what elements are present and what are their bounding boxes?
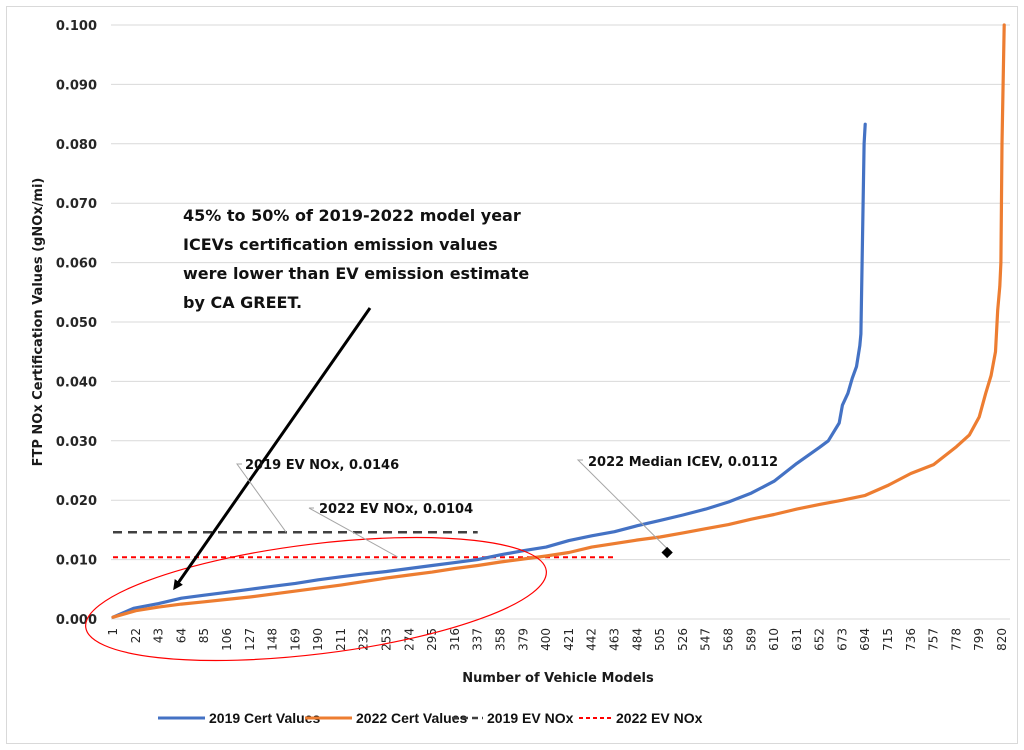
x-tick-label: 421 xyxy=(562,628,576,651)
x-tick-label: 694 xyxy=(858,628,872,651)
callout-leader-2022-median xyxy=(576,459,668,549)
x-tick-label: 43 xyxy=(152,628,166,643)
x-tick-label: 736 xyxy=(904,628,918,651)
x-tick-label: 610 xyxy=(767,628,781,651)
annotation-line-3: were lower than EV emission estimate xyxy=(183,264,529,283)
x-tick-label: 820 xyxy=(995,628,1009,651)
x-tick-label: 253 xyxy=(380,628,394,651)
legend-item-2022-ev[interactable]: 2022 EV NOx xyxy=(579,710,703,726)
y-tick-label: 0.060 xyxy=(56,257,97,272)
x-tick-label: 505 xyxy=(653,628,667,651)
y-tick-label: 0.100 xyxy=(56,19,97,34)
x-tick-label: 652 xyxy=(813,628,827,651)
callout-2019-ev-nox: 2019 EV NOx, 0.0146 xyxy=(245,458,399,473)
annotation-line-2: ICEVs certification emission values xyxy=(183,235,498,254)
y-tick-label: 0.090 xyxy=(56,78,97,93)
x-tick-label: 799 xyxy=(972,628,986,651)
x-tick-label: 715 xyxy=(881,628,895,651)
highlight-ellipse xyxy=(85,536,547,662)
y-tick-label: 0.000 xyxy=(56,613,97,628)
legend-label-2022-ev: 2022 EV NOx xyxy=(616,710,703,726)
x-tick-label: 148 xyxy=(266,628,280,651)
x-tick-label: 169 xyxy=(288,628,302,651)
annotation-arrow xyxy=(173,307,372,591)
callout-leader-2022-ev xyxy=(308,507,399,558)
x-tick-label: 484 xyxy=(630,628,644,651)
x-tick-label: 631 xyxy=(790,628,804,651)
main-annotation: 45% to 50% of 2019-2022 model year ICEVs… xyxy=(183,206,529,312)
legend-label-2022-cert: 2022 Cert Values xyxy=(356,710,468,726)
y-tick-label: 0.070 xyxy=(56,197,97,212)
legend-label-2019-ev: 2019 EV NOx xyxy=(487,710,574,726)
y-tick-label: 0.020 xyxy=(56,494,97,509)
x-tick-label: 232 xyxy=(357,628,371,651)
y-tick-label: 0.050 xyxy=(56,316,97,331)
x-tick-label: 400 xyxy=(539,628,553,651)
y-axis-tick-labels: 0.000 0.010 0.020 0.030 0.040 0.050 0.060 0.070… xyxy=(56,19,97,628)
y-tick-label: 0.080 xyxy=(56,138,97,153)
legend-item-2022-cert[interactable]: 2022 Cert Values xyxy=(305,710,468,726)
x-tick-label: 463 xyxy=(607,628,621,651)
series-2019-cert-values xyxy=(111,122,867,619)
x-tick-label: 64 xyxy=(174,628,188,643)
x-tick-label: 85 xyxy=(197,628,211,643)
x-axis-title: Number of Vehicle Models xyxy=(462,671,654,686)
chart-frame xyxy=(6,6,1018,744)
x-tick-label: 568 xyxy=(721,628,735,651)
x-tick-label: 757 xyxy=(927,628,941,651)
legend-item-2019-ev[interactable]: 2019 EV NOx xyxy=(452,710,574,726)
callouts: 2019 EV NOx, 0.0146 2022 EV NOx, 0.0104 … xyxy=(236,455,778,559)
callout-2022-median-icev: 2022 Median ICEV, 0.0112 xyxy=(588,455,778,470)
y-axis-title: FTP NOx Certification Values (gNOx/mi) xyxy=(31,178,46,467)
x-tick-label: 337 xyxy=(471,628,485,651)
legend-label-2019-cert: 2019 Cert Values xyxy=(209,710,321,726)
x-tick-label: 1 xyxy=(106,628,120,636)
x-tick-label: 22 xyxy=(129,628,143,643)
annotation-line-1: 45% to 50% of 2019-2022 model year xyxy=(183,206,521,225)
x-tick-label: 547 xyxy=(699,628,713,651)
x-tick-label: 379 xyxy=(516,628,530,651)
annotation-line-4: by CA GREET. xyxy=(183,293,302,312)
y-tick-label: 0.040 xyxy=(56,375,97,390)
x-axis-tick-labels: 1 22 43 64 85 106 127 148 169 190 211 232 253 274 295 3… xyxy=(106,628,1009,651)
y-tick-label: 0.030 xyxy=(56,435,97,450)
y-tick-label: 0.010 xyxy=(56,554,97,569)
x-tick-label: 358 xyxy=(494,628,508,651)
x-tick-label: 211 xyxy=(334,628,348,651)
callout-2022-ev-nox: 2022 EV NOx, 0.0104 xyxy=(319,502,473,517)
x-tick-label: 673 xyxy=(835,628,849,651)
callout-leader-2019-ev xyxy=(236,463,287,533)
x-tick-label: 295 xyxy=(425,628,439,651)
x-tick-label: 778 xyxy=(949,628,963,651)
legend: 2019 Cert Values 2022 Cert Values 2019 E… xyxy=(158,710,703,726)
x-tick-label: 190 xyxy=(311,628,325,651)
x-tick-label: 316 xyxy=(448,628,462,651)
median-marker xyxy=(661,546,673,559)
series-2022-cert-values xyxy=(111,23,1006,619)
x-tick-label: 589 xyxy=(744,628,758,651)
x-tick-label: 106 xyxy=(220,628,234,651)
x-tick-label: 127 xyxy=(243,628,257,651)
legend-item-2019-cert[interactable]: 2019 Cert Values xyxy=(158,710,321,726)
x-tick-label: 526 xyxy=(676,628,690,651)
series-group xyxy=(111,23,1006,619)
x-tick-label: 442 xyxy=(585,628,599,651)
